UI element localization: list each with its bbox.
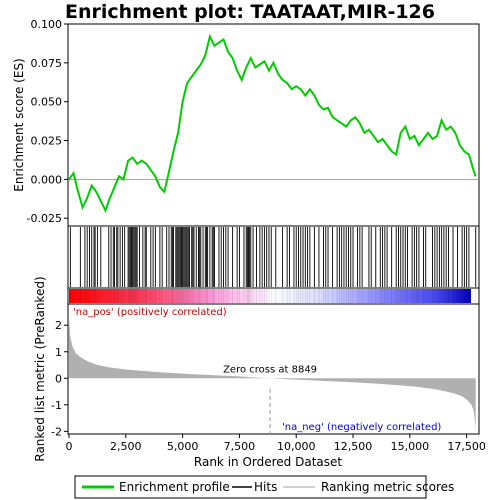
es-y-tick-label: 0.075 xyxy=(31,57,63,70)
ranking-metric-area xyxy=(69,314,476,429)
metric-y-tick-label: -2 xyxy=(51,425,62,438)
es-y-tick-label: 0.000 xyxy=(31,173,63,186)
hits-panel xyxy=(67,225,480,289)
legend-label-hits: Hits xyxy=(254,480,277,494)
enrichment-profile-line xyxy=(68,33,477,214)
metric-panel: Zero cross at 8849 'na_pos' (positively … xyxy=(33,276,486,469)
legend: Enrichment profile Hits Ranking metric s… xyxy=(74,475,454,499)
metric-y-axis-label: Ranked list metric (PreRanked) xyxy=(33,276,47,461)
x-tick-label: 2,500 xyxy=(110,440,142,453)
es-y-tick-label: 0.100 xyxy=(31,18,63,31)
es-panel: -0.025 0.000 0.025 0.050 0.075 0.100 Enrichme… xyxy=(12,18,480,227)
metric-y-tick-label: 0 xyxy=(55,372,62,385)
x-tick-label: 17,500 xyxy=(447,440,486,453)
x-tick-label: 5,000 xyxy=(167,440,199,453)
es-y-tick-label: -0.025 xyxy=(27,212,62,225)
x-tick-label: 15,000 xyxy=(391,440,430,453)
x-tick-label: 10,000 xyxy=(277,440,316,453)
metric-y-tick-label: 2 xyxy=(55,319,62,332)
metric-y-tick-label: -1 xyxy=(51,399,62,412)
x-tick-label: 7,500 xyxy=(224,440,256,453)
metric-panel-frame xyxy=(67,303,480,435)
x-tick-label: 0 xyxy=(66,440,73,453)
x-tick-label: 12,500 xyxy=(334,440,373,453)
chart-title: Enrichment plot: TAATAAT,MIR-126 xyxy=(65,1,435,23)
es-y-tick-label: 0.050 xyxy=(31,96,63,109)
metric-y-tick-label: 1 xyxy=(55,346,62,359)
rank-gradient-fill xyxy=(69,289,471,303)
x-axis-label: Rank in Ordered Dataset xyxy=(194,455,342,469)
zero-cross-label: Zero cross at 8849 xyxy=(223,364,317,375)
negative-correlation-label: 'na_neg' (negatively correlated) xyxy=(282,422,441,433)
es-y-axis-label: Enrichment score (ES) xyxy=(12,58,26,191)
es-panel-frame xyxy=(67,23,480,227)
positive-correlation-label: 'na_pos' (positively correlated) xyxy=(73,307,227,318)
legend-label-metric: Ranking metric scores xyxy=(321,480,454,494)
rank-gradient-bar xyxy=(67,287,480,305)
hits-panel-frame xyxy=(67,225,480,289)
es-y-tick-label: 0.025 xyxy=(31,135,63,148)
legend-label-enrichment: Enrichment profile xyxy=(119,480,230,494)
